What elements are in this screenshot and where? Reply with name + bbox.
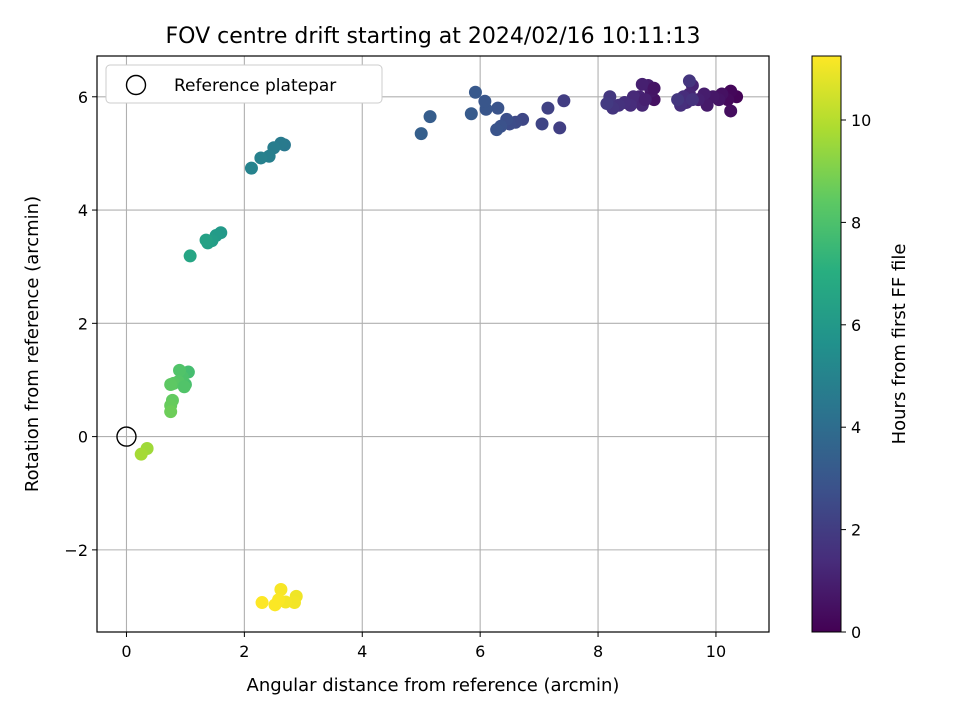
data-point <box>490 123 504 137</box>
data-point <box>671 93 685 107</box>
y-tick-label: 2 <box>78 314 88 333</box>
chart-title: FOV centre drift starting at 2024/02/16 … <box>166 24 701 49</box>
grid-lines <box>97 56 769 632</box>
x-tick-label: 8 <box>593 642 603 661</box>
plot-frame <box>96 55 770 633</box>
data-point <box>183 249 197 263</box>
reference-marker <box>116 426 137 447</box>
x-axis-ticks: 0 2 4 6 8 10 <box>121 632 726 661</box>
colorbar-gradient <box>811 55 842 633</box>
colorbar: 0 2 4 6 8 10 Hours from first FF file <box>811 55 910 642</box>
data-point <box>541 101 555 115</box>
data-point <box>164 405 178 419</box>
data-point <box>685 93 699 107</box>
y-tick-label: 0 <box>78 428 88 447</box>
x-tick-label: 0 <box>121 642 131 661</box>
y-tick-label: −2 <box>64 541 88 560</box>
data-point <box>557 94 571 108</box>
data-point <box>254 151 268 165</box>
data-point <box>682 74 696 88</box>
data-point <box>173 363 187 377</box>
data-point <box>423 110 437 124</box>
data-point <box>244 161 258 175</box>
y-tick-label: 6 <box>78 88 88 107</box>
colorbar-tick-label: 8 <box>851 213 861 232</box>
y-axis-ticks: −2 0 2 4 6 <box>64 88 97 560</box>
data-point <box>553 121 567 135</box>
colorbar-tick-label: 10 <box>851 111 871 130</box>
data-point <box>600 97 614 111</box>
y-tick-label: 4 <box>78 201 88 220</box>
data-point <box>724 104 738 118</box>
data-point <box>478 94 492 108</box>
data-point <box>635 77 649 91</box>
legend-label: Reference platepar <box>174 76 336 96</box>
colorbar-tick-label: 4 <box>851 418 861 437</box>
data-point <box>535 117 549 131</box>
x-tick-label: 4 <box>357 642 367 661</box>
data-point <box>164 377 178 391</box>
x-tick-label: 10 <box>706 642 726 661</box>
data-point <box>468 85 482 99</box>
data-points <box>134 74 744 612</box>
legend-reference-marker <box>125 74 147 96</box>
colorbar-tick-label: 0 <box>851 623 861 642</box>
colorbar-tick-label: 2 <box>851 521 861 540</box>
data-point <box>268 598 282 612</box>
colorbar-label: Hours from first FF file <box>889 244 910 445</box>
data-point <box>647 81 661 95</box>
x-axis-label: Angular distance from reference (arcmin) <box>247 675 620 696</box>
reference-point <box>116 426 137 447</box>
data-point <box>464 107 478 121</box>
data-point <box>491 101 505 115</box>
data-point <box>638 93 652 107</box>
x-tick-label: 6 <box>475 642 485 661</box>
x-tick-label: 2 <box>239 642 249 661</box>
data-point <box>134 447 148 461</box>
legend: Reference platepar <box>105 64 383 104</box>
data-point <box>199 233 213 247</box>
data-point <box>177 380 191 394</box>
colorbar-tick-label: 6 <box>851 316 861 335</box>
data-point <box>255 596 269 610</box>
y-axis-label: Rotation from reference (arcmin) <box>22 196 43 492</box>
data-point <box>274 583 288 597</box>
colorbar-ticks: 0 2 4 6 8 10 <box>841 111 871 642</box>
legend-box <box>105 64 383 104</box>
data-point <box>414 127 428 141</box>
